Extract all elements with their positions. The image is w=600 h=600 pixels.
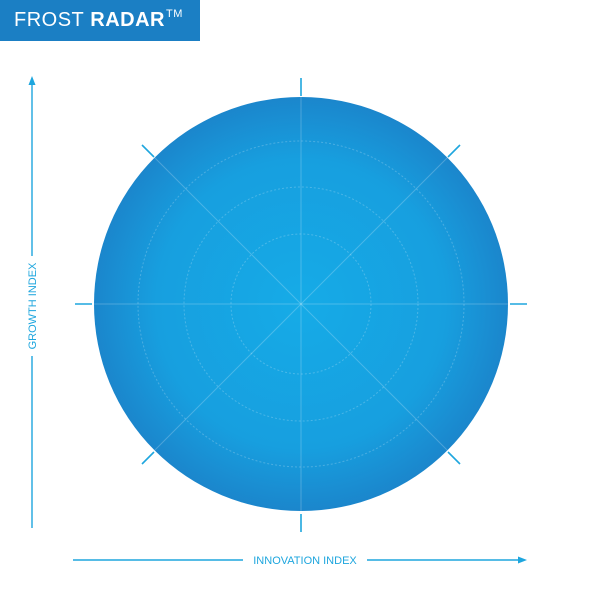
tick-bottom-right xyxy=(447,451,461,465)
radar-ring-inner xyxy=(230,233,372,375)
spoke-diagonal-a xyxy=(154,157,448,451)
spoke-diagonal-b xyxy=(154,157,448,451)
tick-top-left xyxy=(141,144,155,158)
radar-tick-marks xyxy=(75,78,527,532)
y-axis-arrow-icon xyxy=(28,76,36,85)
logo-trademark: TM xyxy=(166,7,183,20)
radar-ring-middle xyxy=(183,186,419,422)
frost-radar-logo: FROST RADAR TM xyxy=(0,0,200,41)
tick-bottom-left xyxy=(141,451,155,465)
radar-ring-outer xyxy=(137,140,465,468)
y-axis-label: GROWTH INDEX xyxy=(27,262,39,349)
logo-word-radar: RADAR xyxy=(90,9,165,31)
x-axis-label: INNOVATION INDEX xyxy=(253,555,357,567)
radar-spokes xyxy=(94,97,508,511)
x-axis-arrow-icon xyxy=(518,556,527,564)
tick-top-right xyxy=(447,144,461,158)
radar-rings xyxy=(137,140,465,468)
radar-disc xyxy=(94,97,508,511)
logo-word-frost: FROST xyxy=(14,9,85,31)
